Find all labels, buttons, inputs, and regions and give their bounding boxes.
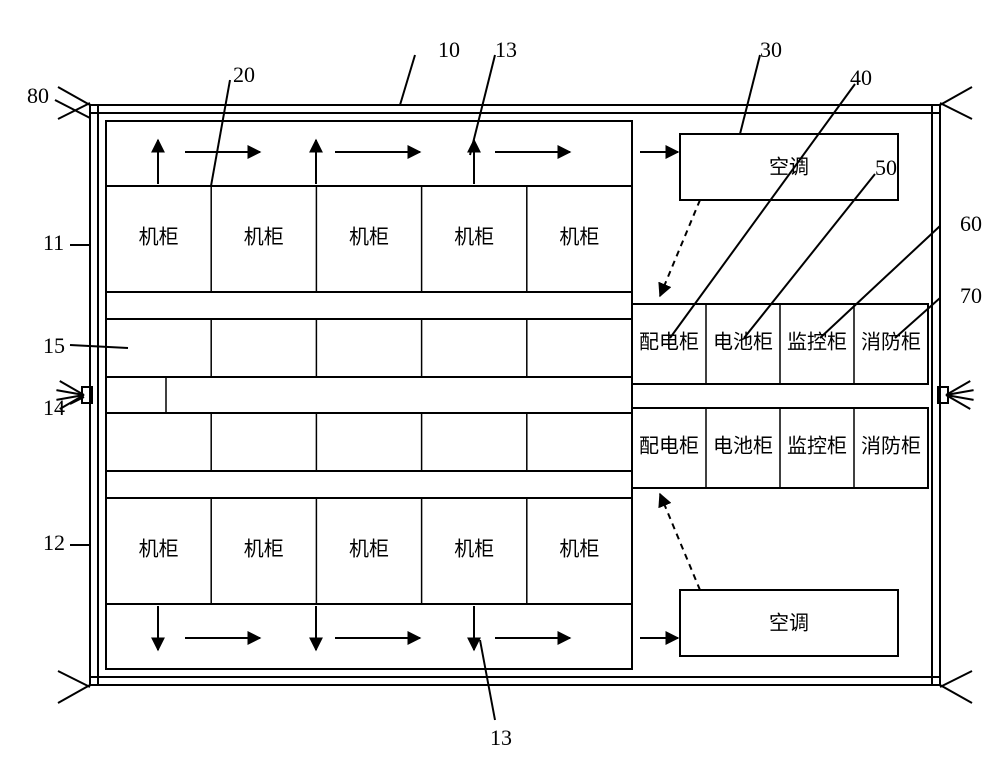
util-upper-label-0: 配电柜 <box>639 331 699 354</box>
callout-80: 80 <box>27 83 49 108</box>
upper-cabinet-label-2: 机柜 <box>349 226 389 249</box>
callout-50: 50 <box>875 155 897 180</box>
lower-cabinet-label-0: 机柜 <box>139 538 179 561</box>
util-upper-label-2: 监控柜 <box>787 331 847 354</box>
upper-cabinet-label-1: 机柜 <box>244 226 284 249</box>
callout-20: 20 <box>233 62 255 87</box>
callout-60: 60 <box>960 211 982 236</box>
callout-13: 13 <box>495 37 517 62</box>
callout-30: 30 <box>760 37 782 62</box>
upper-cabinet-label-3: 机柜 <box>454 226 494 249</box>
callout-11: 11 <box>43 230 64 255</box>
callout-10: 10 <box>438 37 460 62</box>
upper-cabinet-label-4: 机柜 <box>559 226 599 249</box>
callout-13: 13 <box>490 725 512 750</box>
util-lower-label-3: 消防柜 <box>861 435 921 458</box>
util-lower-label-0: 配电柜 <box>639 435 699 458</box>
util-upper-label-1: 电池柜 <box>713 331 773 354</box>
lower-cabinet-label-1: 机柜 <box>244 538 284 561</box>
callout-40: 40 <box>850 65 872 90</box>
util-upper-label-3: 消防柜 <box>861 331 921 354</box>
lower-cabinet-label-2: 机柜 <box>349 538 389 561</box>
lower-cabinet-label-3: 机柜 <box>454 538 494 561</box>
callout-14: 14 <box>43 395 65 420</box>
callout-12: 12 <box>43 530 65 555</box>
callout-70: 70 <box>960 283 982 308</box>
util-lower-label-2: 监控柜 <box>787 435 847 458</box>
util-lower-label-1: 电池柜 <box>713 435 773 458</box>
ac-label-1: 空调 <box>769 612 809 635</box>
lower-cabinet-label-4: 机柜 <box>559 538 599 561</box>
upper-cabinet-label-0: 机柜 <box>139 226 179 249</box>
callout-15: 15 <box>43 333 65 358</box>
